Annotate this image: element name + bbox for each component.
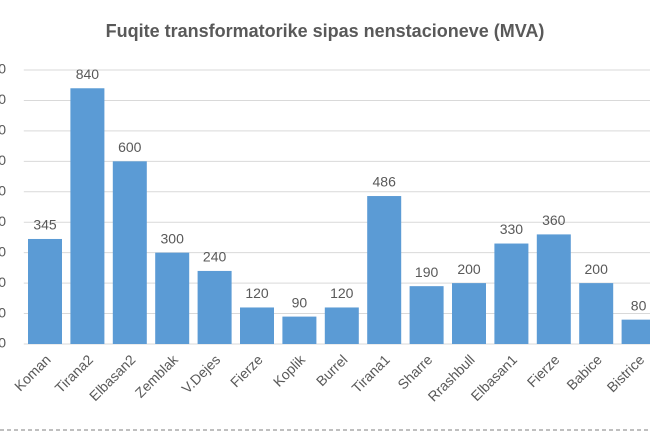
x-tick-label: Fierze bbox=[524, 351, 563, 390]
x-tick-label: Babice bbox=[563, 351, 605, 393]
x-tick-label: V.Dejes bbox=[178, 351, 223, 396]
data-label: 80 bbox=[631, 297, 647, 313]
data-label: 840 bbox=[76, 66, 100, 82]
data-label: 200 bbox=[457, 261, 481, 277]
y-tick-label: 500 bbox=[0, 182, 6, 198]
x-tick-label: Sharre bbox=[394, 351, 435, 392]
bar bbox=[197, 270, 232, 344]
data-label: 600 bbox=[118, 139, 142, 155]
x-tick-label: Koplik bbox=[270, 351, 309, 390]
bar bbox=[70, 88, 105, 345]
bar bbox=[579, 283, 614, 344]
y-tick-label: 400 bbox=[0, 213, 6, 229]
x-tick-label: Koman bbox=[11, 351, 54, 394]
y-tick-label: 300 bbox=[0, 243, 6, 259]
data-label: 300 bbox=[161, 230, 185, 246]
x-tick-label: Elbasan2 bbox=[86, 351, 139, 404]
bar bbox=[324, 307, 359, 344]
bar bbox=[536, 234, 571, 344]
bar bbox=[28, 238, 62, 344]
x-tick-label: Rrashbull bbox=[425, 351, 478, 404]
data-label: 360 bbox=[542, 212, 566, 228]
data-label: 90 bbox=[292, 294, 308, 310]
data-label: 190 bbox=[415, 264, 439, 280]
y-tick-label: 200 bbox=[0, 274, 6, 290]
y-tick-label: 600 bbox=[0, 152, 6, 168]
bar bbox=[240, 307, 274, 344]
bar bbox=[452, 283, 486, 344]
y-tick-label: 0 bbox=[0, 335, 6, 351]
y-tick-label: 700 bbox=[0, 122, 6, 138]
data-label: 120 bbox=[245, 285, 269, 301]
data-label: 486 bbox=[373, 174, 397, 190]
bar bbox=[155, 252, 190, 344]
data-label: 240 bbox=[203, 249, 227, 265]
x-tick-label: Bistrice bbox=[604, 351, 648, 395]
data-label: 200 bbox=[585, 261, 609, 277]
data-label: 330 bbox=[500, 221, 524, 237]
x-tick-label: Burrel bbox=[313, 351, 351, 389]
y-tick-label: 800 bbox=[0, 91, 6, 107]
bar bbox=[494, 243, 529, 344]
x-tick-label: Tirana1 bbox=[348, 351, 393, 396]
x-tick-label: Fierze bbox=[227, 351, 266, 390]
bar bbox=[282, 316, 317, 344]
y-tick-label: 100 bbox=[0, 304, 6, 320]
data-label: 345 bbox=[33, 217, 57, 233]
bar bbox=[409, 286, 444, 344]
bar bbox=[367, 196, 402, 344]
bar bbox=[621, 319, 650, 344]
data-label: 120 bbox=[330, 285, 354, 301]
bar bbox=[112, 161, 147, 344]
x-tick-label: Elbasan1 bbox=[468, 351, 521, 404]
x-tick-label: Zemblak bbox=[132, 351, 182, 401]
y-tick-label: 900 bbox=[0, 61, 6, 77]
chart-title: Fuqite transformatorike sipas nenstacion… bbox=[106, 21, 545, 41]
